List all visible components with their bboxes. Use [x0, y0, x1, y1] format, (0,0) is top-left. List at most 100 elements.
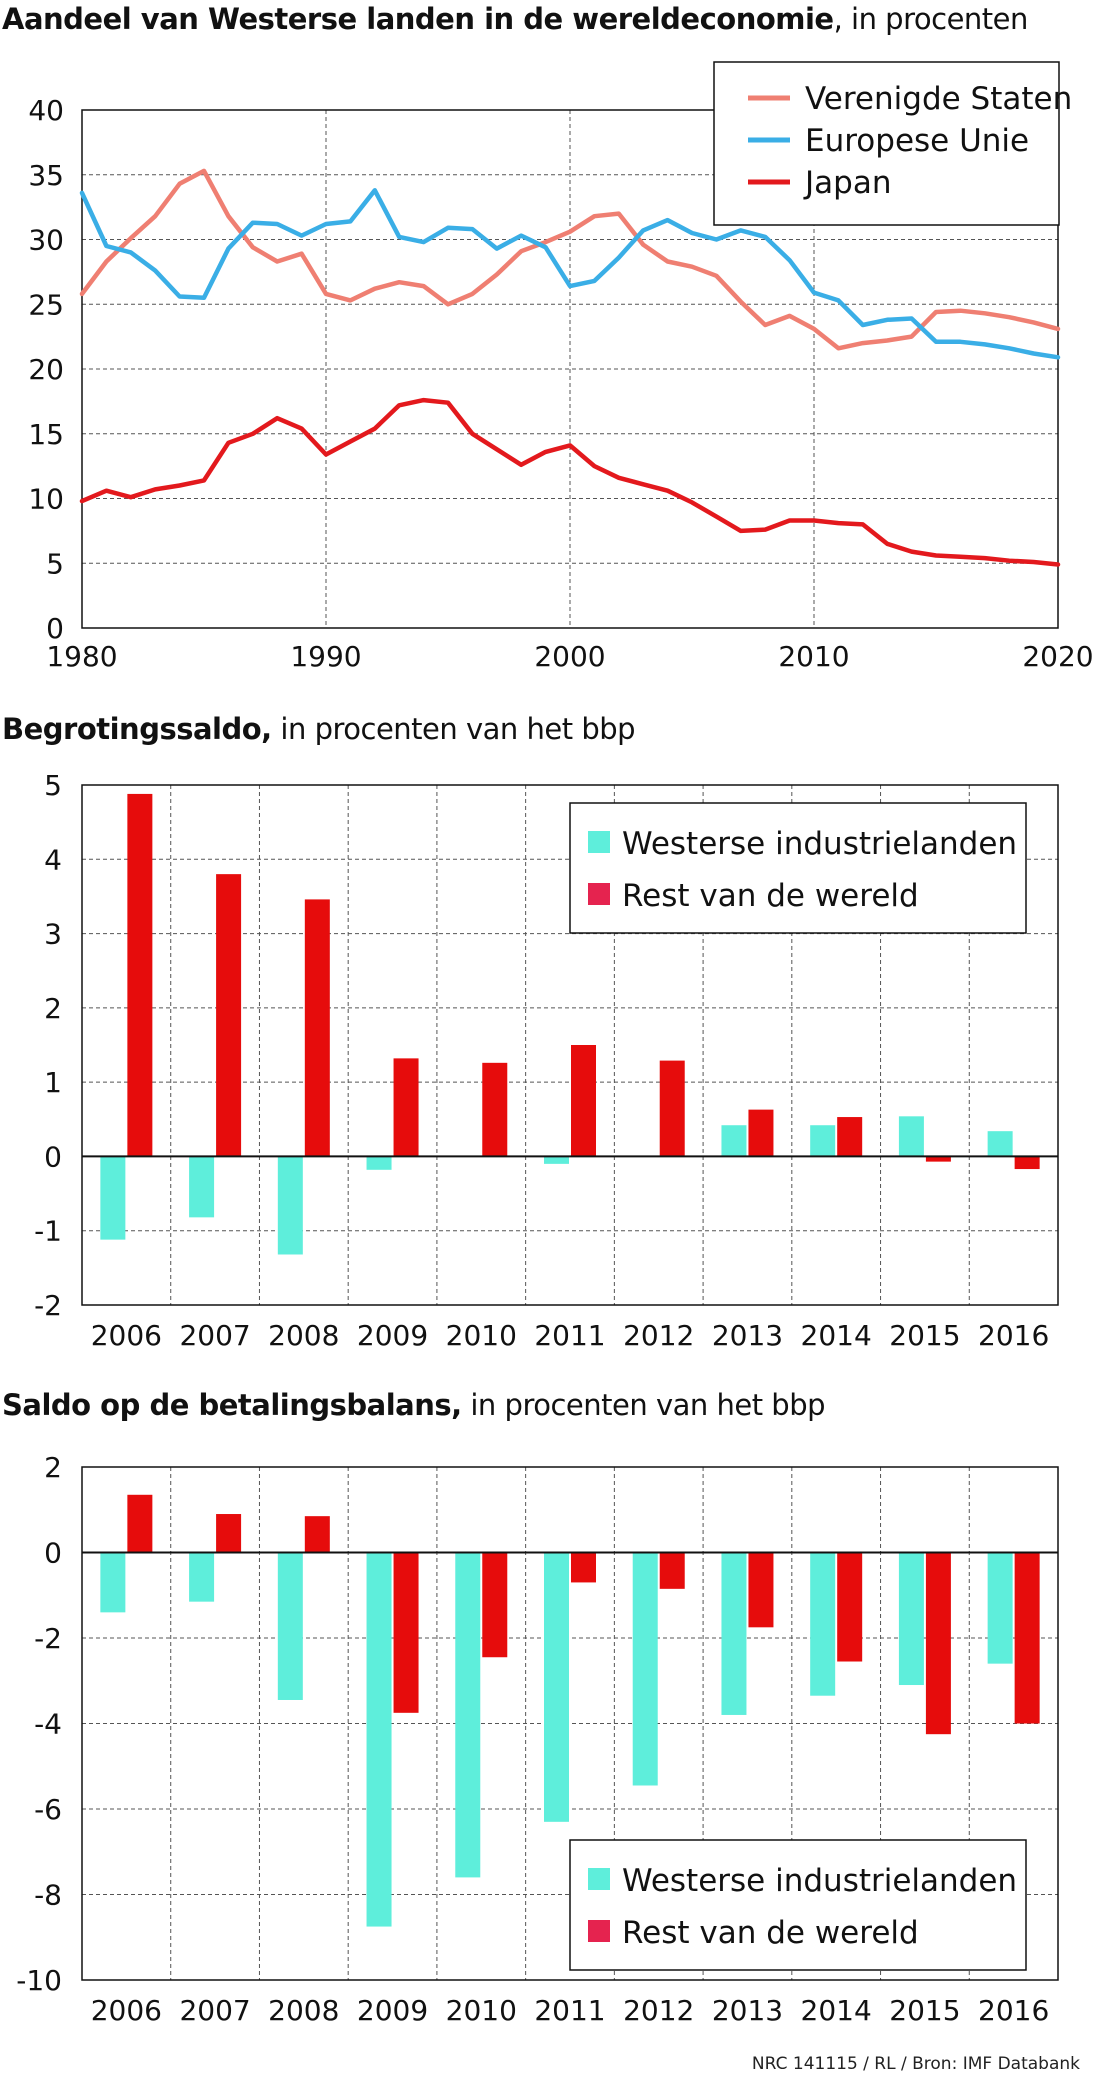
y-tick-label: -10	[16, 1964, 62, 1997]
legend-label: Rest van de wereld	[622, 878, 919, 914]
bar-west-2015	[898, 1116, 924, 1157]
y-tick-label: 5	[44, 769, 62, 802]
chart1-title-bold: Aandeel van Westerse landen in de wereld…	[2, 2, 834, 36]
x-tick-label: 2012	[623, 1994, 694, 2027]
bar-rest-2008	[304, 1516, 330, 1553]
x-tick-label: 2006	[91, 1319, 162, 1352]
bar-west-2016	[987, 1131, 1013, 1157]
y-tick-label: 30	[28, 224, 64, 257]
y-tick-label: 10	[28, 483, 64, 516]
bar-west-2007	[189, 1552, 215, 1602]
bar-rest-2007	[216, 874, 242, 1157]
bar-west-2007	[189, 1156, 215, 1218]
y-tick-label: 25	[28, 288, 64, 321]
x-tick-label: 2009	[357, 1994, 428, 2027]
x-tick-label: 1980	[46, 640, 117, 673]
y-tick-label: 0	[44, 1140, 62, 1173]
x-tick-label: 2010	[446, 1319, 517, 1352]
bar-rest-2010	[482, 1552, 508, 1658]
budget-balance-bar-chart: -2 -1 0 1 2 3 4 5 2006 2007 2008 2009 2010 2011 2012 20…	[34, 769, 1059, 1352]
bar-west-2009	[366, 1156, 392, 1170]
y-tick-label: 0	[46, 612, 64, 645]
legend-label: Europese Unie	[805, 123, 1029, 159]
bar-rest-2015	[925, 1552, 951, 1735]
legend-swatch-rest	[588, 1920, 610, 1942]
bar-rest-2014	[837, 1552, 863, 1662]
x-tick-label: 2000	[534, 640, 605, 673]
x-tick-label: 2015	[889, 1319, 960, 1352]
y-tick-label: 5	[46, 547, 64, 580]
y-tick-label: 4	[44, 843, 62, 876]
bar-rest-2011	[571, 1045, 596, 1157]
y-tick-label: 0	[44, 1537, 62, 1570]
current-account-bar-chart: -10 -8 -6 -4 -2 0 2 2006 2007 2008 2009 2010 2011 201…	[16, 1451, 1059, 2027]
bar-rest-2013	[748, 1109, 774, 1157]
chart2-title-bold: Begrotingssaldo,	[2, 712, 272, 746]
chart2-title-rest: in procenten van het bbp	[271, 712, 636, 746]
bar-west-2011	[544, 1552, 569, 1822]
x-tick-label: 2006	[91, 1994, 162, 2027]
x-tick-label: 2009	[357, 1319, 428, 1352]
y-tick-label: 3	[44, 918, 62, 951]
bar-west-2008	[277, 1552, 303, 1700]
x-tick-label: 2015	[889, 1994, 960, 2027]
bar-west-2015	[898, 1552, 924, 1686]
legend-label: Westerse industrielanden	[622, 826, 1017, 862]
y-tick-label: 15	[28, 418, 64, 451]
legend-box	[569, 1839, 1027, 1971]
y-tick-label: -8	[34, 1879, 62, 1912]
bar-rest-2012	[659, 1060, 685, 1157]
series-line-eu	[79, 188, 1061, 360]
legend-label: Rest van de wereld	[622, 1915, 919, 1951]
legend-swatch-west	[588, 1868, 610, 1890]
y-tick-label: 2	[44, 992, 62, 1025]
x-tick-label: 2013	[712, 1994, 783, 2027]
bar-rest-2013	[748, 1552, 774, 1628]
plot-frame	[81, 784, 1059, 1306]
y-tick-label: 35	[28, 159, 64, 192]
legend-label: Japan	[803, 165, 891, 201]
bar-west-2010	[455, 1552, 481, 1878]
y-tick-label: -2	[34, 1622, 62, 1655]
x-tick-label: 2011	[534, 1994, 605, 2027]
y-tick-label: -2	[34, 1289, 62, 1322]
bar-west-2006	[100, 1156, 126, 1240]
bar-west-2013	[721, 1125, 747, 1157]
series-line-us	[79, 168, 1061, 351]
bar-rest-2008	[304, 899, 330, 1157]
series-line-japan	[79, 397, 1061, 567]
bar-west-2016	[987, 1552, 1013, 1664]
y-tick-label: -4	[34, 1708, 62, 1741]
legend-box	[569, 802, 1027, 934]
x-tick-label: 2010	[778, 640, 849, 673]
bar-rest-2015	[925, 1156, 951, 1162]
world-economy-share-line-chart: 0 5 10 15 20 25 30 35 40 1980 1990 2000 2010 2020 Vere…	[28, 61, 1094, 673]
x-tick-label: 2008	[268, 1319, 339, 1352]
bar-rest-2016	[1014, 1552, 1040, 1724]
bar-rest-2006	[127, 1494, 153, 1553]
y-tick-label: 20	[28, 353, 64, 386]
bar-west-2008	[277, 1156, 303, 1255]
bar-rest-2012	[659, 1552, 685, 1589]
x-tick-label: 2007	[179, 1994, 250, 2027]
bar-west-2009	[366, 1552, 392, 1927]
plot-frame	[81, 109, 1059, 629]
bar-west-2006	[100, 1552, 126, 1613]
x-tick-label: 2016	[978, 1994, 1049, 2027]
chart1-title: Aandeel van Westerse landen in de wereld…	[2, 2, 1028, 36]
bar-west-2014	[810, 1552, 836, 1696]
y-tick-label: 40	[28, 94, 64, 127]
bar-rest-2010	[482, 1062, 508, 1157]
bar-west-2014	[810, 1125, 836, 1157]
x-tick-label: 2013	[712, 1319, 783, 1352]
legend-box	[713, 61, 1060, 226]
plot-frame	[81, 1466, 1059, 1981]
x-tick-label: 2012	[623, 1319, 694, 1352]
x-tick-label: 2007	[179, 1319, 250, 1352]
bar-rest-2007	[216, 1514, 242, 1553]
source-credit: NRC 141115 / RL / Bron: IMF Databank	[751, 2054, 1080, 2074]
legend-swatch-west	[588, 831, 610, 853]
chart2-title: Begrotingssaldo, in procenten van het bb…	[2, 712, 636, 746]
x-tick-label: 1990	[290, 640, 361, 673]
bar-west-2011	[544, 1156, 569, 1164]
